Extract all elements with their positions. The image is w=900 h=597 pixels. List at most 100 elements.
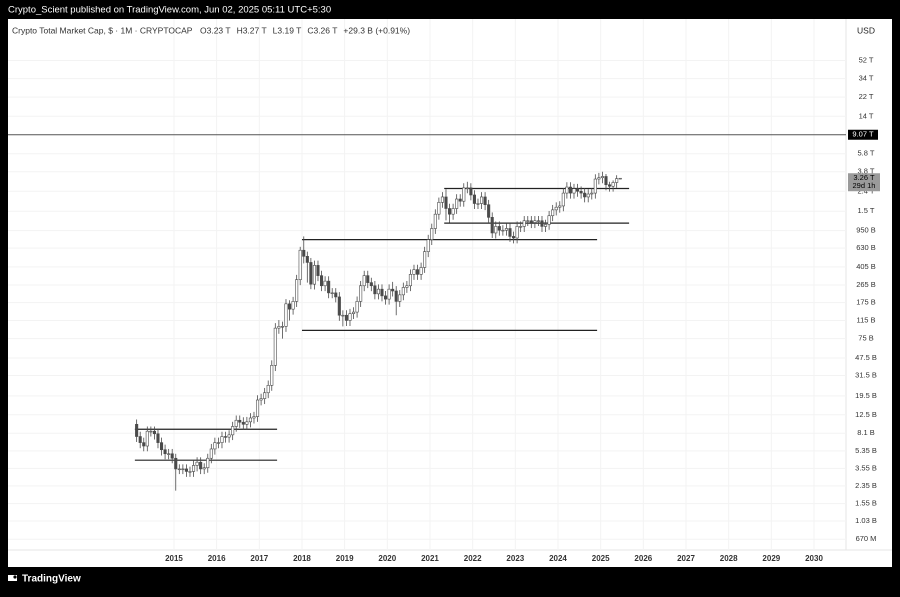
candle-body <box>401 287 405 296</box>
candle-body <box>159 442 164 451</box>
candle-body <box>323 280 327 287</box>
candle-body <box>433 213 437 229</box>
candle-body <box>451 208 455 215</box>
candle-body <box>547 215 551 225</box>
y-tick-label: 1.03 B <box>855 516 877 525</box>
x-tick-label: 2027 <box>677 554 695 563</box>
candle-body <box>255 399 260 417</box>
y-tick-label: 75 B <box>858 334 873 343</box>
candles <box>135 171 622 491</box>
ohlc-value: +29.3 B (+0.91%) <box>343 25 410 35</box>
brand-logo: TradingView <box>8 574 81 585</box>
candle-body <box>576 188 580 192</box>
y-tick-label: 405 B <box>856 262 876 271</box>
candle-body <box>423 251 427 268</box>
candle-body <box>177 468 181 471</box>
candle-body <box>568 186 572 194</box>
candle-body <box>149 430 153 433</box>
candle-body <box>152 430 156 435</box>
candle-body <box>437 202 441 215</box>
x-tick-label: 2019 <box>336 554 354 563</box>
candle-body <box>195 461 199 466</box>
candle-body <box>444 196 448 209</box>
y-tick-label: 950 B <box>856 226 876 235</box>
candle-body <box>163 449 167 455</box>
candle-body <box>487 204 491 218</box>
candle-body <box>490 217 494 234</box>
y-tick-label: 670 M <box>856 534 877 543</box>
candle-body <box>355 301 359 313</box>
x-tick-label: 2025 <box>592 554 610 563</box>
y-tick-label: 12.5 B <box>855 410 877 419</box>
y-tick-label: 31.5 B <box>855 370 877 379</box>
y-tick-label: 47.5 B <box>855 353 877 362</box>
candle-body <box>579 190 583 194</box>
candle-body <box>312 265 316 285</box>
ohlc-value: C3.26 T <box>307 25 337 35</box>
candle-body <box>586 193 590 198</box>
chart-title: Crypto Total Market Cap, $ · 1M · CRYPTO… <box>12 25 193 35</box>
candle-body <box>135 423 139 437</box>
candle-body <box>376 288 380 295</box>
candle-body <box>476 203 480 205</box>
candle-body <box>223 436 228 438</box>
candle-body <box>206 457 210 469</box>
candle-body <box>565 186 569 194</box>
ohlc-value: O3.23 T <box>200 25 231 35</box>
candle-body <box>277 326 281 329</box>
candle-body <box>615 178 619 183</box>
candle-body <box>455 198 459 209</box>
candle-body <box>412 269 416 275</box>
candle-body <box>533 220 537 223</box>
x-tick-label: 2020 <box>378 554 396 563</box>
candle-body <box>512 236 516 239</box>
candle-body <box>561 192 565 207</box>
candle-body <box>284 303 288 327</box>
x-tick-label: 2017 <box>250 554 268 563</box>
candle-body <box>501 229 505 232</box>
candle-body <box>362 275 366 287</box>
candle-body <box>373 285 377 295</box>
candle-body <box>316 265 320 276</box>
candle-body <box>522 220 526 227</box>
y-tick-label: 14 T <box>859 111 874 120</box>
candle-body <box>483 196 487 206</box>
candle-body <box>330 292 334 294</box>
candle-body <box>515 226 519 239</box>
candle-body <box>600 176 604 179</box>
x-tick-label: 2023 <box>506 554 524 563</box>
candle-body <box>295 279 299 302</box>
candle-body <box>583 192 587 198</box>
candle-body <box>259 398 263 401</box>
y-tick-label: 34 T <box>859 74 874 83</box>
candle-body <box>174 457 178 470</box>
x-tick-label: 2015 <box>165 554 183 563</box>
candle-body <box>238 419 242 423</box>
candle-body <box>551 209 555 217</box>
candle-body <box>383 295 388 300</box>
candle-body <box>419 267 423 275</box>
y-tick-label: 265 B <box>856 280 876 289</box>
countdown: 29d 1h <box>853 181 876 190</box>
candle-body <box>216 442 220 444</box>
y-tick-label: 1.5 T <box>858 206 875 215</box>
candle-body <box>191 465 196 472</box>
candle-body <box>291 301 295 310</box>
candle-body <box>327 280 331 294</box>
y-tick-label: 5.35 B <box>855 446 877 455</box>
candle-body <box>145 430 149 447</box>
candle-body <box>341 314 345 317</box>
logo-mark <box>8 575 17 581</box>
candle-body <box>494 226 498 234</box>
x-tick-label: 2021 <box>421 554 439 563</box>
candle-body <box>597 177 601 180</box>
candle-body <box>156 433 160 443</box>
candle-body <box>273 327 277 366</box>
candle-body <box>572 188 576 194</box>
candle-body <box>302 249 306 257</box>
x-tick-label: 2018 <box>293 554 311 563</box>
y-tick-label: 5.8 T <box>858 149 875 158</box>
candle-body <box>245 421 249 425</box>
candle-body <box>608 184 612 187</box>
